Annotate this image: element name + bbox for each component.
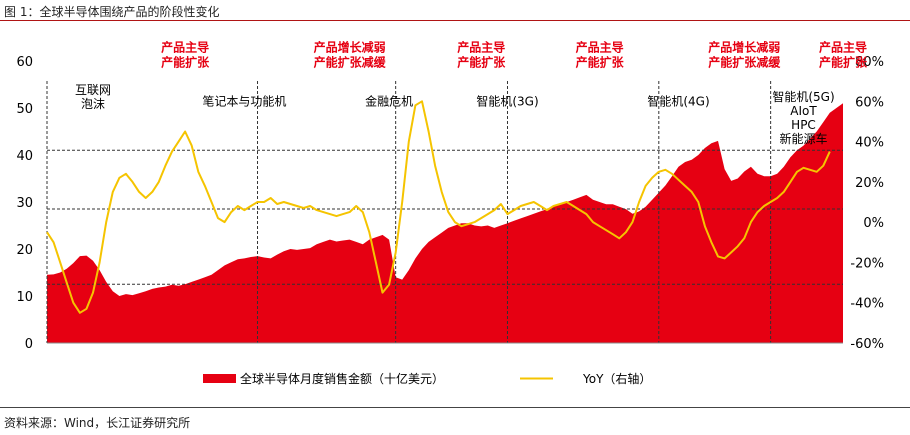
annotation-line: 产品主导: [576, 40, 624, 55]
phase-label: 产品主导产能扩张: [576, 40, 625, 70]
annotation-line: 产能扩张: [819, 55, 868, 70]
left-tick-label: 50: [16, 102, 33, 117]
axes-group: 0 10 20 30 40 50 60 -60% -40% -20% 0% 20% 40% 60% 80%: [16, 55, 884, 352]
line-series-group: [46, 100, 831, 314]
right-tick-label: 40%: [855, 136, 884, 151]
annotations-group: 互联网泡沫 笔记本与功能机 金融危机 智能机(3G) 智能机(4G) 智能机(5G) AIo…: [75, 40, 868, 146]
annotation-line: 产能扩张: [576, 55, 625, 70]
legend-swatch-area: [203, 374, 236, 383]
annotation-line: 产品主导: [457, 40, 505, 55]
right-tick-label: -60%: [850, 337, 884, 352]
annotation-line: 智能机(3G): [476, 94, 538, 109]
phase-label: 产品主导产能扩张: [819, 40, 868, 70]
annotation-line: 产能扩张: [161, 55, 210, 70]
right-tick-label: 20%: [855, 176, 884, 191]
annotation-line: HPC: [791, 118, 816, 132]
product-era-label: 笔记本与功能机: [202, 94, 286, 109]
left-tick-label: 20: [16, 243, 33, 258]
annotation-line: 笔记本与功能机: [202, 94, 286, 109]
left-tick-label: 40: [16, 149, 33, 164]
left-tick-label: 0: [25, 337, 33, 352]
legend-label-area: 全球半导体月度销售金额（十亿美元）: [240, 371, 444, 386]
source-note: 资料来源：Wind，长江证券研究所: [4, 416, 191, 430]
product-era-label: 智能机(3G): [476, 94, 538, 109]
right-tick-label: -20%: [850, 256, 884, 271]
left-tick-label: 10: [16, 290, 33, 305]
legend-label-line: YoY（右轴）: [582, 371, 651, 386]
annotation-line: 智能机(5G): [772, 89, 834, 104]
product-era-label: 金融危机: [365, 94, 413, 109]
phase-label: 产品增长减弱产能扩张减缓: [314, 40, 387, 70]
legend: 全球半导体月度销售金额（十亿美元） YoY（右轴）: [203, 371, 651, 386]
area-series-group: [47, 103, 843, 343]
annotation-line: 产品增长减弱: [708, 40, 780, 55]
annotation-line: AIoT: [790, 104, 817, 118]
annotation-line: 互联网: [75, 83, 111, 97]
left-tick-label: 60: [16, 55, 33, 70]
product-era-label: 智能机(4G): [647, 94, 709, 109]
annotation-line: 产品增长减弱: [314, 40, 386, 55]
annotation-line: 产能扩张减缓: [708, 55, 781, 70]
annotation-line: 产能扩张减缓: [314, 55, 387, 70]
right-tick-label: 60%: [855, 95, 884, 110]
top-rule: [0, 20, 910, 21]
right-tick-label: 80%: [855, 55, 884, 70]
annotation-line: 新能源车: [779, 131, 827, 146]
annotation-line: 产能扩张: [457, 55, 506, 70]
sales-area: [47, 103, 843, 343]
annotation-line: 智能机(4G): [647, 94, 709, 109]
right-tick-label: 0%: [863, 216, 884, 231]
annotation-line: 产品主导: [161, 40, 209, 55]
phase-label: 产品增长减弱产能扩张减缓: [708, 40, 781, 70]
annotation-line: 泡沫: [81, 97, 105, 111]
product-era-label: 互联网泡沫: [75, 83, 111, 111]
bottom-rule: [0, 407, 910, 408]
left-tick-label: 30: [16, 196, 33, 211]
reference-lines-group: [46, 81, 843, 343]
phase-label: 产品主导产能扩张: [161, 40, 210, 70]
product-era-label: 智能机(5G) AIoT HPC 新能源车: [772, 89, 834, 146]
right-tick-label: -40%: [850, 297, 884, 312]
phase-label: 产品主导产能扩张: [457, 40, 506, 70]
annotation-line: 产品主导: [819, 40, 867, 55]
semiconductor-sales-chart: 0102030405060-60%-40%-20%0%20%40%60%80% …: [16, 40, 884, 386]
figure-title: 图 1：全球半导体围绕产品的阶段性变化: [4, 5, 220, 19]
annotation-line: 金融危机: [365, 94, 413, 109]
yoy-line: [46, 100, 831, 314]
